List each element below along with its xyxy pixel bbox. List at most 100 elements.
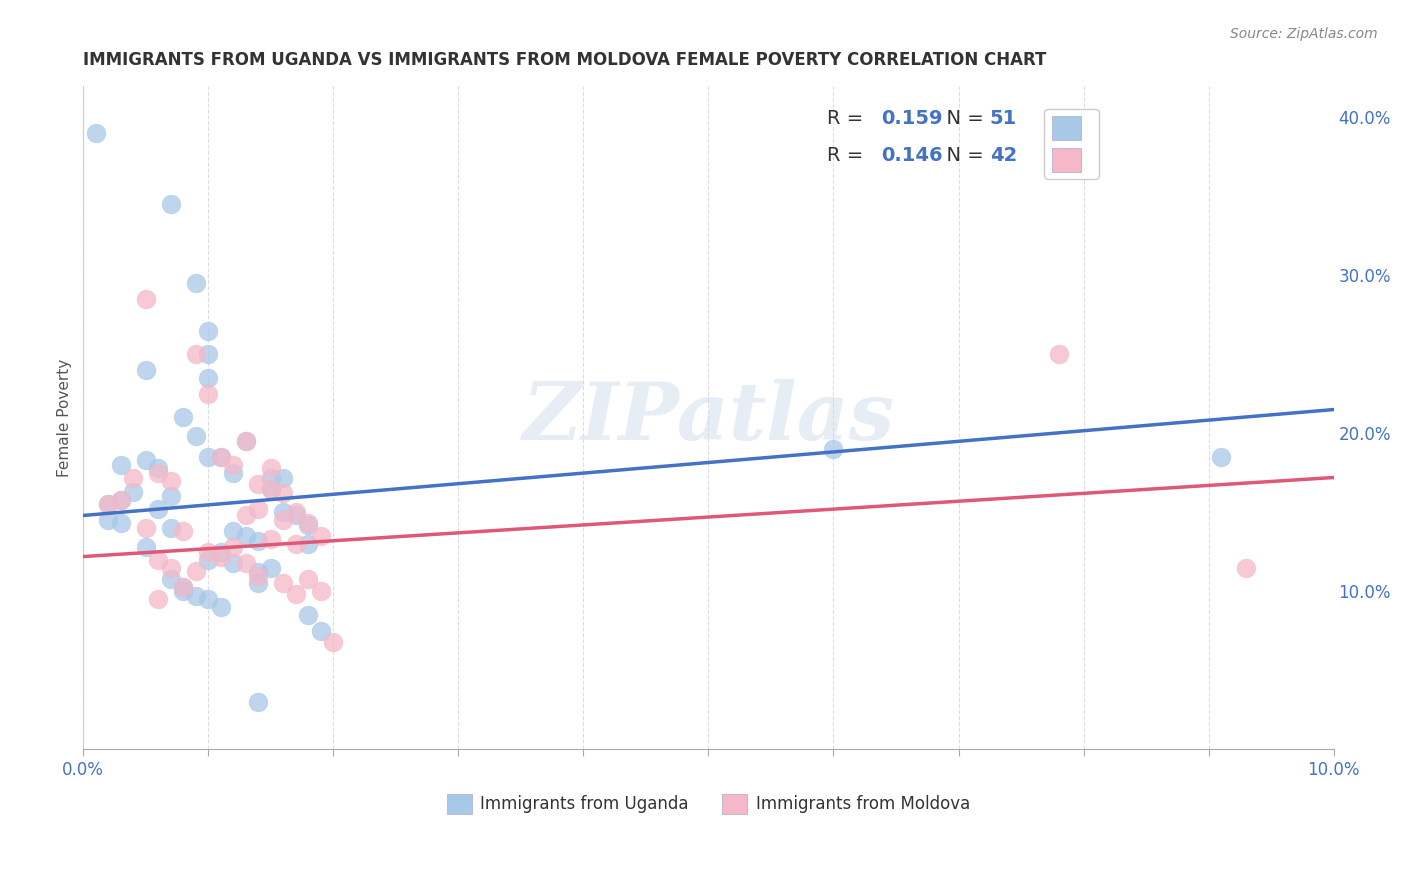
- Point: [1209, 450, 1232, 464]
- Point: [297, 517, 319, 532]
- Y-axis label: Female Poverty: Female Poverty: [58, 359, 72, 476]
- Point: [322, 635, 344, 649]
- Text: R =: R =: [827, 109, 870, 128]
- Point: [273, 505, 295, 519]
- Point: [97, 497, 120, 511]
- Point: [148, 502, 170, 516]
- Point: [135, 521, 157, 535]
- Point: [260, 470, 283, 484]
- Point: [235, 434, 257, 449]
- Point: [197, 545, 219, 559]
- Text: 51: 51: [990, 109, 1017, 128]
- Point: [209, 549, 232, 564]
- Point: [197, 592, 219, 607]
- Point: [172, 584, 194, 599]
- Point: [209, 600, 232, 615]
- Point: [1047, 347, 1070, 361]
- Point: [172, 580, 194, 594]
- Point: [110, 516, 132, 531]
- Point: [159, 474, 181, 488]
- Point: [148, 552, 170, 566]
- Point: [184, 564, 207, 578]
- Point: [823, 442, 845, 456]
- Point: [172, 410, 194, 425]
- Point: [184, 429, 207, 443]
- Point: [247, 533, 270, 548]
- Point: [197, 347, 219, 361]
- Point: [222, 524, 245, 539]
- Point: [284, 537, 307, 551]
- Point: [297, 572, 319, 586]
- Point: [197, 386, 219, 401]
- Point: [273, 470, 295, 484]
- Point: [122, 470, 145, 484]
- Point: [260, 560, 283, 574]
- Point: [284, 508, 307, 523]
- Point: [235, 529, 257, 543]
- Point: [260, 482, 283, 496]
- Point: [260, 532, 283, 546]
- Point: [110, 492, 132, 507]
- Point: [260, 482, 283, 496]
- Point: [159, 490, 181, 504]
- Point: [297, 516, 319, 531]
- Point: [184, 347, 207, 361]
- Point: [172, 580, 194, 594]
- Point: [235, 556, 257, 570]
- Point: [247, 576, 270, 591]
- Point: [135, 540, 157, 554]
- Point: [184, 589, 207, 603]
- Point: [209, 450, 232, 464]
- Point: [222, 466, 245, 480]
- Point: [122, 484, 145, 499]
- Point: [209, 450, 232, 464]
- Text: Source: ZipAtlas.com: Source: ZipAtlas.com: [1230, 27, 1378, 41]
- Text: 0.159: 0.159: [882, 109, 942, 128]
- Point: [159, 521, 181, 535]
- Point: [247, 568, 270, 582]
- Point: [273, 486, 295, 500]
- Text: 42: 42: [990, 145, 1017, 165]
- Point: [84, 126, 107, 140]
- Point: [297, 537, 319, 551]
- Point: [135, 363, 157, 377]
- Point: [148, 592, 170, 607]
- Point: [148, 461, 170, 475]
- Point: [284, 505, 307, 519]
- Point: [159, 197, 181, 211]
- Point: [197, 552, 219, 566]
- Point: [297, 608, 319, 623]
- Point: [172, 524, 194, 539]
- Point: [247, 566, 270, 580]
- Legend: Immigrants from Uganda, Immigrants from Moldova: Immigrants from Uganda, Immigrants from …: [440, 787, 977, 821]
- Point: [273, 513, 295, 527]
- Point: [222, 458, 245, 472]
- Point: [97, 513, 120, 527]
- Point: [197, 324, 219, 338]
- Point: [309, 624, 332, 638]
- Point: [235, 434, 257, 449]
- Point: [247, 695, 270, 709]
- Point: [260, 461, 283, 475]
- Point: [247, 502, 270, 516]
- Text: N =: N =: [934, 145, 990, 165]
- Point: [1234, 560, 1257, 574]
- Text: ZIPatlas: ZIPatlas: [523, 379, 894, 456]
- Point: [159, 572, 181, 586]
- Point: [197, 371, 219, 385]
- Point: [197, 450, 219, 464]
- Point: [209, 545, 232, 559]
- Point: [159, 560, 181, 574]
- Point: [222, 556, 245, 570]
- Point: [97, 497, 120, 511]
- Point: [247, 476, 270, 491]
- Point: [110, 458, 132, 472]
- Point: [110, 492, 132, 507]
- Point: [284, 587, 307, 601]
- Point: [135, 453, 157, 467]
- Text: N =: N =: [934, 109, 990, 128]
- Point: [309, 584, 332, 599]
- Point: [235, 508, 257, 523]
- Text: 0.146: 0.146: [882, 145, 942, 165]
- Point: [135, 292, 157, 306]
